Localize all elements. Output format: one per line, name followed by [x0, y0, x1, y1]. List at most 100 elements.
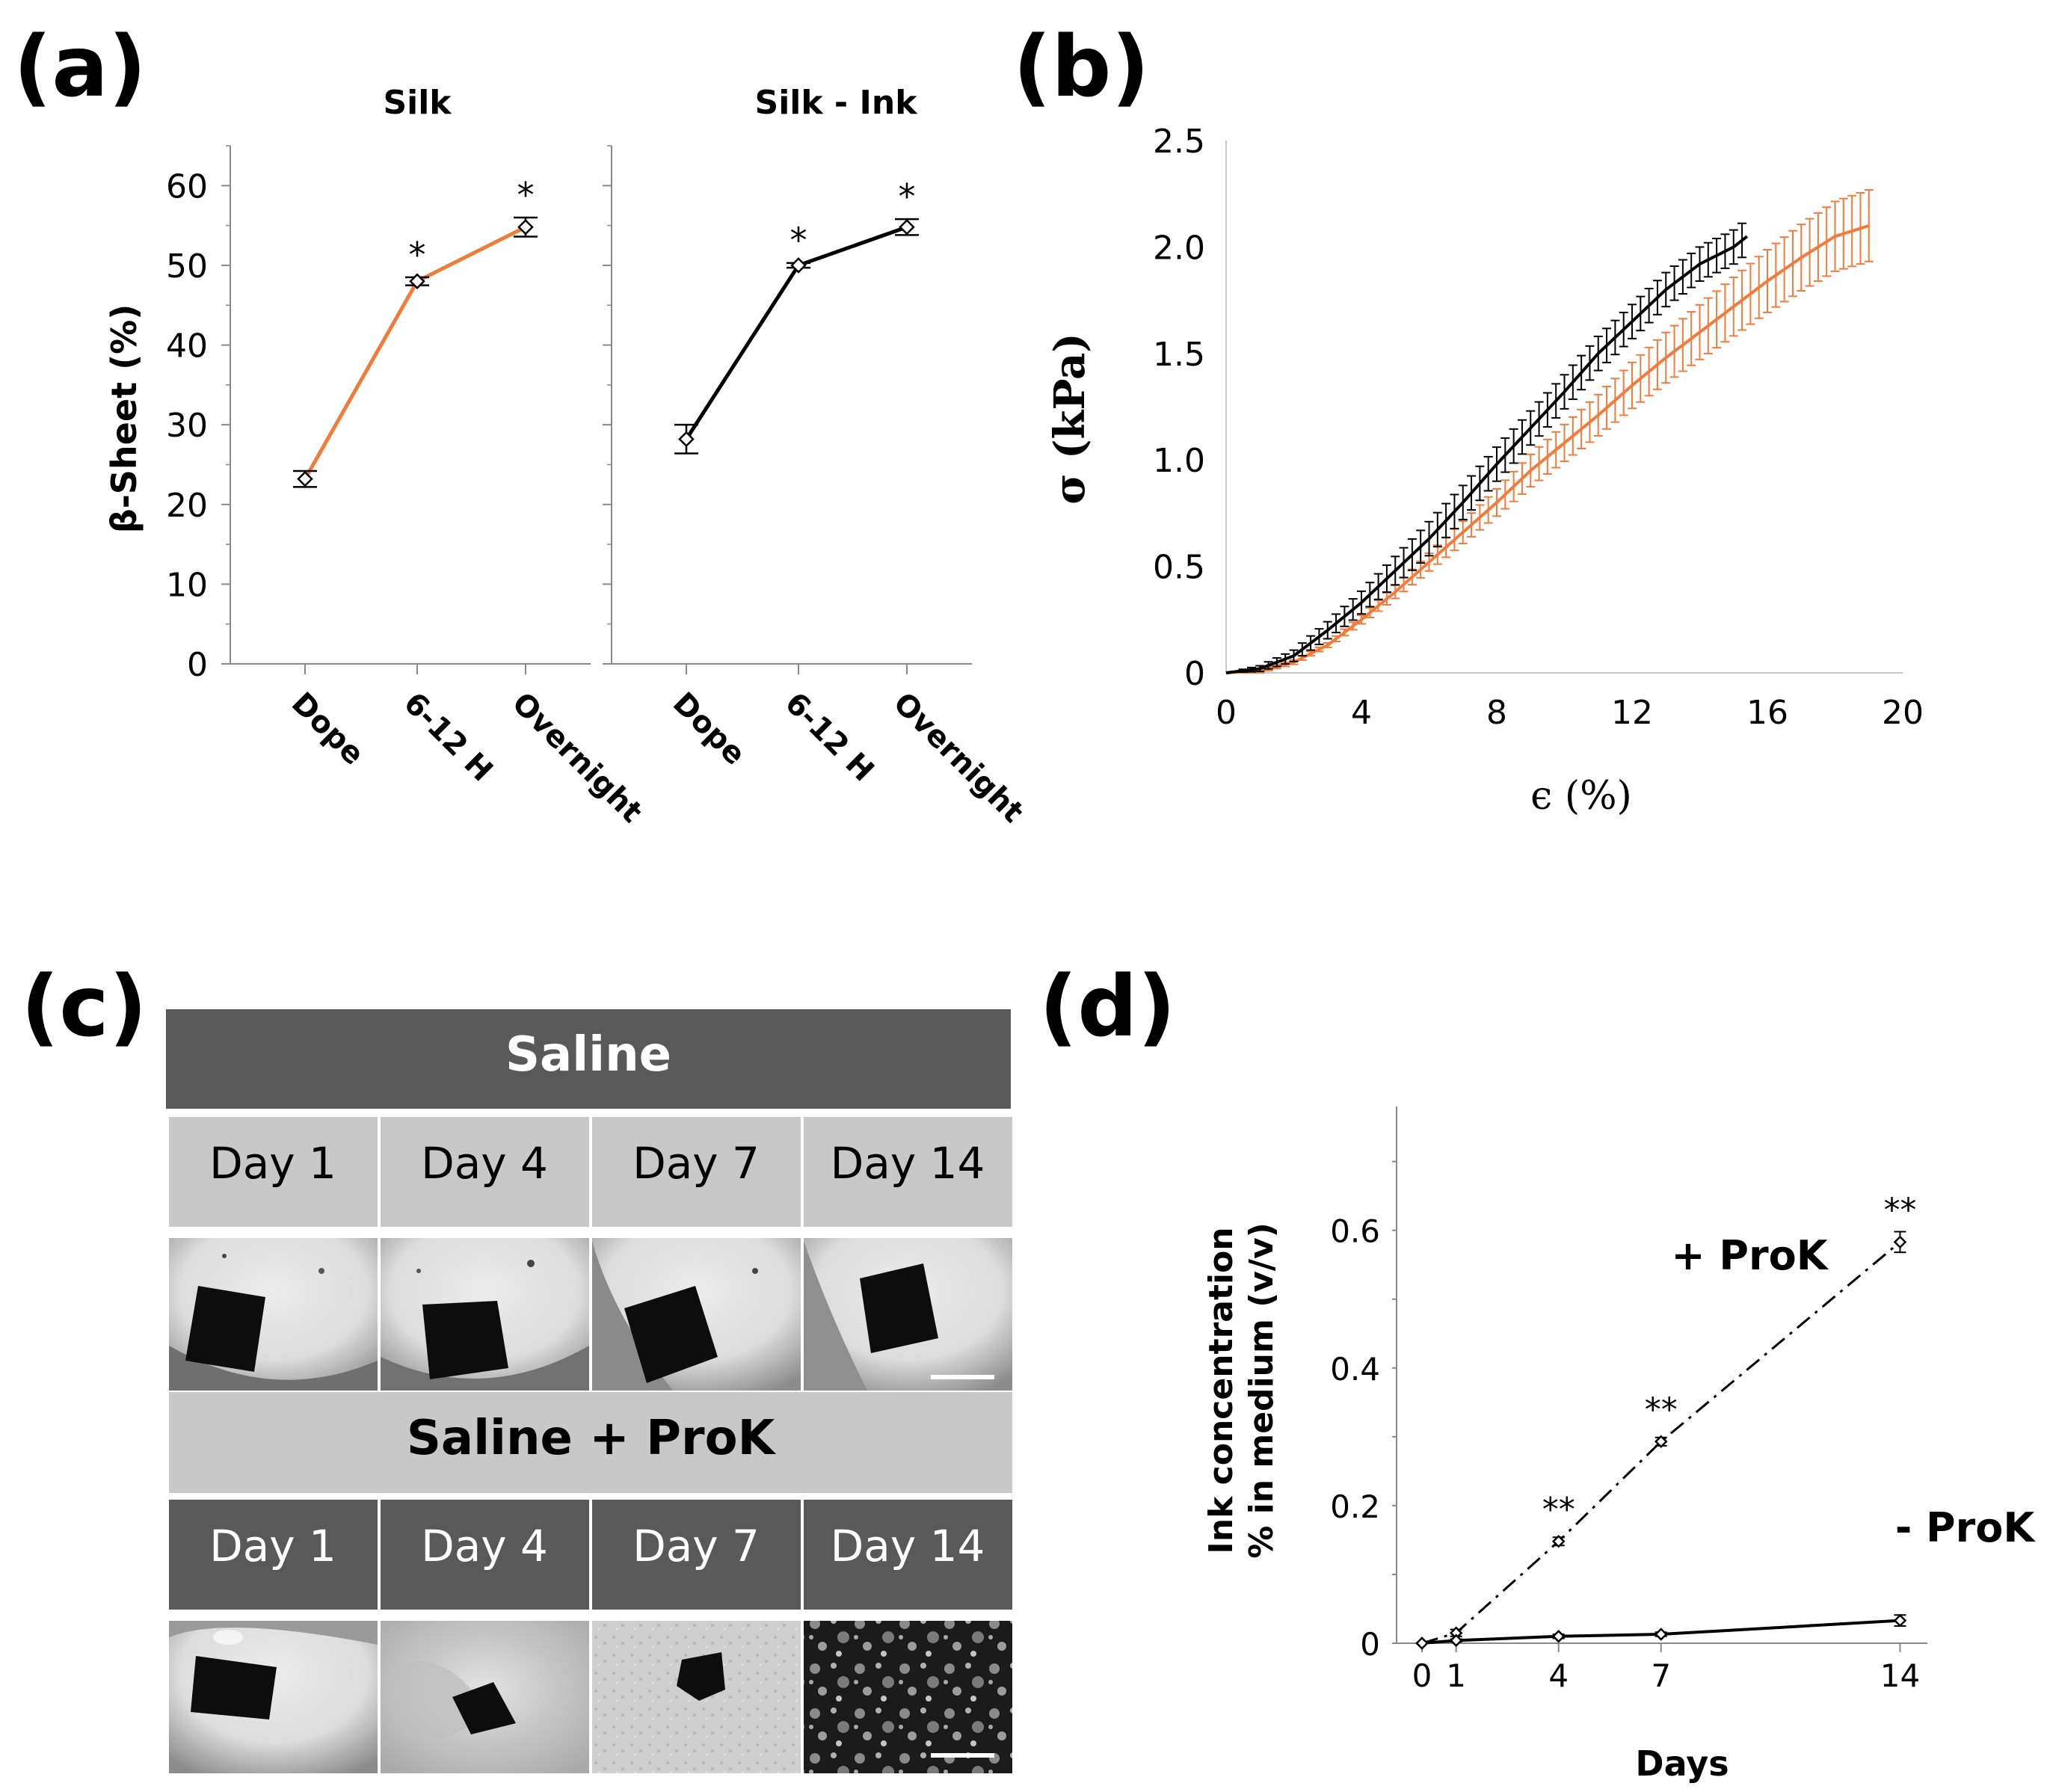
panel-b: σ (kPa) ϵ (%) 0 4 8 12 16 20 0 0.5 1.0 1.5 2.0 2.5: [1045, 123, 1924, 819]
data-point: [1893, 1613, 1907, 1628]
saline-header: Saline: [505, 1027, 671, 1083]
y-tick-label: 0.5: [1153, 549, 1205, 587]
chart-b: 0 4 8 12 16 20 0 0.5 1.0 1.5 2.0 2.5: [1153, 123, 1924, 732]
photo-saline-day1: [169, 1238, 378, 1391]
photo-prok-day4: [381, 1621, 589, 1773]
day-label-top: Day 4: [421, 1138, 548, 1189]
y-tick-label: 2.0: [1153, 229, 1205, 267]
day-row-bottom: Day 1 Day 4 Day 7 Day 14: [169, 1500, 1012, 1610]
day-label-bottom: Day 4: [421, 1521, 548, 1571]
series-line: [1225, 224, 1870, 674]
chart-b-xlabel: ϵ (%): [1530, 774, 1632, 819]
day-cell-bg: [592, 1500, 801, 1610]
data-point: [790, 257, 807, 274]
x-tick-label: 6-12 H: [778, 686, 881, 789]
y-tick-label: 40: [166, 327, 208, 366]
data-point: [1893, 1235, 1907, 1249]
y-tick-label: 50: [166, 247, 208, 286]
significance-mark: **: [1645, 1391, 1678, 1429]
data-point: [1551, 1534, 1566, 1548]
chart-a-left-title: Silk: [383, 84, 452, 122]
x-tick-label: 20: [1882, 694, 1924, 732]
x-tick-label: 16: [1746, 694, 1788, 732]
x-tick-label: Dope: [285, 686, 371, 772]
day-cell-bg: [169, 1500, 378, 1610]
panel-label-c: (c): [21, 958, 147, 1056]
day-label-top: Day 7: [632, 1138, 760, 1189]
day-label-bottom: Day 7: [632, 1521, 760, 1571]
y-tick-label: 0.6: [1330, 1213, 1380, 1250]
saline-prok-header-bg: [169, 1392, 1012, 1493]
day-cell-bg: [169, 1117, 378, 1227]
day-cell-bg: [381, 1117, 589, 1227]
data-point: [517, 218, 534, 235]
photo-row-bottom: [169, 1621, 1012, 1773]
x-tick-label: 0: [1216, 694, 1237, 732]
chart-d-ylabel-1: Ink concentration: [1202, 1227, 1240, 1554]
y-tick-label: 2.5: [1153, 123, 1205, 161]
day-cell-bg: [804, 1500, 1012, 1610]
photo-saline-day14: [804, 1238, 1012, 1391]
panel-c: Saline Day 1 Day 4 Day 7 Day 14: [166, 1009, 1012, 1773]
photo-row-top: [169, 1238, 1012, 1391]
chart-a-right-title: Silk - Ink: [755, 84, 919, 122]
y-tick-label: 20: [166, 487, 208, 525]
chart-a-ylabel: β-Sheet (%): [104, 304, 144, 533]
x-tick-label: 4: [1351, 694, 1372, 732]
data-point: [1654, 1628, 1668, 1641]
significance-mark: **: [1542, 1491, 1575, 1529]
photo-saline-day4: [381, 1238, 589, 1391]
panel-a: Silk Silk - Ink β-Sheet (%) 0 10 20 30 40 50 6…: [104, 84, 1030, 829]
x-tick-label: Dope: [666, 686, 752, 772]
series-label-plus-prok: + ProK: [1671, 1232, 1829, 1279]
y-tick-label: 0: [1184, 655, 1205, 693]
chart-d-xlabel: Days: [1635, 1743, 1729, 1784]
x-tick-label: 8: [1486, 694, 1507, 732]
x-tick-label: 7: [1651, 1657, 1671, 1694]
y-tick-label: 30: [166, 407, 208, 445]
saline-prok-header: Saline + ProK: [407, 1411, 777, 1466]
y-tick-label: 0: [187, 646, 208, 684]
panel-label-a: (a): [13, 19, 147, 116]
y-tick-label: 0: [1360, 1626, 1380, 1663]
panel-label-b: (b): [1013, 19, 1150, 116]
x-tick-label: Overnight: [505, 686, 649, 830]
day-label-bottom: Day 1: [209, 1521, 336, 1571]
chart-a-left: 0 10 20 30 40 50 60 Dope 6-12 H Overnight * *: [166, 145, 649, 830]
saline-header-bg: [166, 1009, 1011, 1109]
y-tick-label: 10: [166, 566, 208, 604]
series-line: [1225, 235, 1749, 674]
day-label-top: Day 14: [831, 1138, 985, 1189]
y-tick-label: 0.4: [1330, 1351, 1380, 1388]
x-tick-label: 12: [1611, 694, 1653, 732]
day-label-top: Day 1: [209, 1138, 336, 1189]
y-tick-label: 1.0: [1153, 442, 1205, 480]
y-tick-label: 1.5: [1153, 336, 1205, 374]
data-point: [297, 470, 313, 487]
day-row-top: Day 1 Day 4 Day 7 Day 14: [169, 1117, 1012, 1227]
chart-d-ylabel-2: % in medium (v/v): [1243, 1222, 1281, 1559]
significance-mark: *: [409, 235, 426, 275]
significance-mark: **: [1883, 1191, 1916, 1229]
photo-saline-day7: [592, 1238, 801, 1391]
data-point: [899, 218, 915, 235]
chart-b-ylabel: σ (kPa): [1045, 333, 1095, 504]
x-tick-label: 1: [1446, 1657, 1466, 1694]
series-label-minus-prok: - ProK: [1895, 1504, 2037, 1551]
significance-mark: *: [790, 221, 807, 261]
significance-mark: *: [899, 176, 916, 217]
y-tick-label: 0.2: [1330, 1488, 1380, 1525]
x-tick-label: 14: [1880, 1657, 1920, 1694]
chart-a-right: Dope 6-12 H Overnight * *: [603, 145, 1030, 830]
data-point: [1415, 1636, 1429, 1650]
chart-d: 00.20.40.60 1 4 7 14******: [1330, 1106, 1927, 1694]
x-tick-label: 4: [1548, 1657, 1569, 1694]
panel-d: Ink concentration % in medium (v/v) Days…: [1202, 1106, 2036, 1784]
day-cell-bg: [804, 1117, 1012, 1227]
x-tick-label: 0: [1412, 1657, 1432, 1694]
photo-prok-day7: [592, 1621, 801, 1773]
data-point: [1449, 1634, 1463, 1648]
y-tick-label: 60: [166, 167, 208, 206]
x-tick-label: Overnight: [887, 686, 1030, 830]
